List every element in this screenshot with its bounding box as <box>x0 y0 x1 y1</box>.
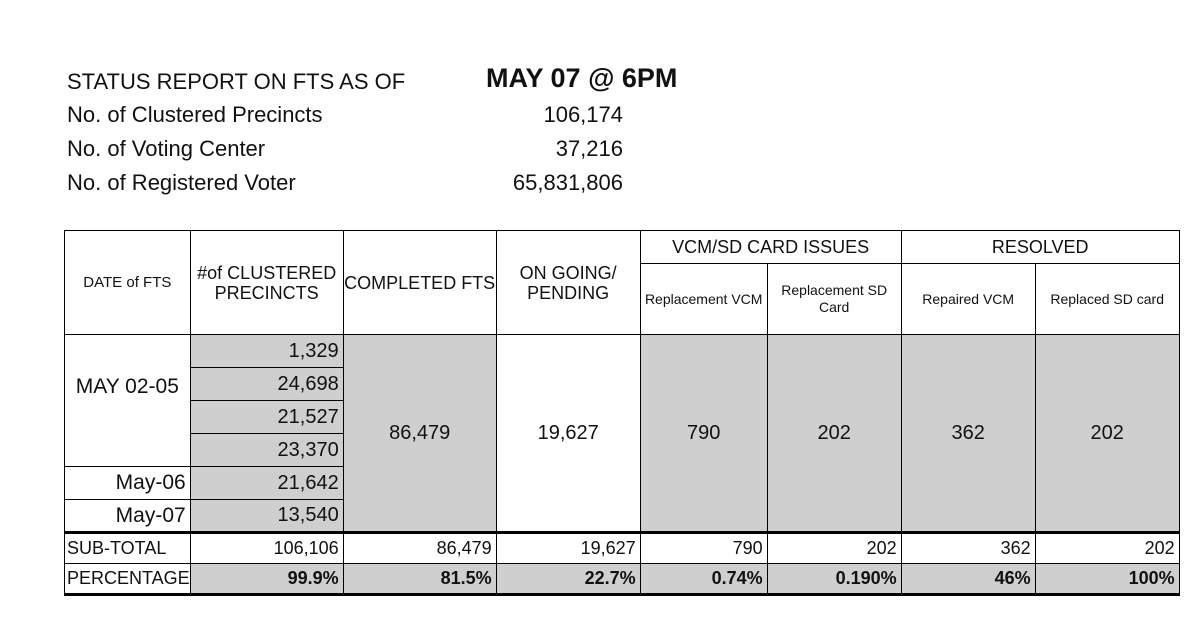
percentage-replaced-sd-card: 100% <box>1034 563 1180 596</box>
precinct-count: 24,698 <box>189 367 344 401</box>
precinct-count: 23,370 <box>189 433 344 467</box>
date-may-07: May-07 <box>64 499 191 533</box>
stat-value-voting-center: 37,216 <box>555 136 623 161</box>
subtotal-replacement-sd-card: 202 <box>766 531 902 564</box>
precinct-count: 1,329 <box>189 334 344 368</box>
date-may-02-05: MAY 02-05 <box>64 334 191 467</box>
fts-status-table: DATE of FTS #of CLUSTERED PRECINCTS COMP… <box>64 230 1180 596</box>
stat-label-voting-center: No. of Voting Center <box>67 136 266 161</box>
header-replacement-vcm: Replacement VCM <box>639 263 768 335</box>
header-replaced-sd-card: Replaced SD card <box>1034 263 1180 335</box>
percentage-repaired-vcm: 46% <box>900 563 1036 596</box>
completed-fts-value: 86,479 <box>342 334 497 533</box>
subtotal-replaced-sd-card: 202 <box>1034 531 1180 564</box>
percentage-completed: 81.5% <box>342 563 497 596</box>
header-clustered-precincts: #of CLUSTERED PRECINCTS <box>189 230 344 335</box>
header-repaired-vcm: Repaired VCM <box>900 263 1036 335</box>
precinct-count: 13,540 <box>189 499 344 533</box>
report-date: MAY 07 @ 6PM <box>486 63 678 93</box>
percentage-replacement-sd-card: 0.190% <box>766 563 902 596</box>
header-resolved: RESOLVED <box>900 230 1180 264</box>
header-completed-fts: COMPLETED FTS <box>342 230 497 335</box>
percentage-label: PERCENTAGE <box>64 563 191 596</box>
report-title: STATUS REPORT ON FTS AS OF <box>67 69 406 94</box>
percentage-replacement-vcm: 0.74% <box>639 563 768 596</box>
subtotal-repaired-vcm: 362 <box>900 531 1036 564</box>
date-may-06: May-06 <box>64 466 191 500</box>
ongoing-pending-value: 19,627 <box>495 334 641 533</box>
subtotal-replacement-vcm: 790 <box>639 531 768 564</box>
stat-value-clustered-precincts: 106,174 <box>543 102 623 127</box>
replaced-sd-card-value: 202 <box>1034 334 1180 533</box>
percentage-clustered: 99.9% <box>189 563 344 596</box>
header-replacement-sd-card: Replacement SD Card <box>766 263 902 335</box>
stat-label-clustered-precincts: No. of Clustered Precincts <box>67 102 323 127</box>
stat-label-registered-voter: No. of Registered Voter <box>67 170 296 195</box>
subtotal-completed: 86,479 <box>342 531 497 564</box>
subtotal-ongoing: 19,627 <box>495 531 641 564</box>
subtotal-clustered: 106,106 <box>189 531 344 564</box>
precinct-count: 21,527 <box>189 400 344 434</box>
repaired-vcm-value: 362 <box>900 334 1036 533</box>
percentage-ongoing: 22.7% <box>495 563 641 596</box>
subtotal-label: SUB-TOTAL <box>64 531 191 564</box>
header-vcm-sd-card-issues: VCM/SD CARD ISSUES <box>639 230 902 264</box>
replacement-vcm-value: 790 <box>639 334 768 533</box>
header-ongoing-pending: ON GOING/ PENDING <box>495 230 641 335</box>
stat-value-registered-voter: 65,831,806 <box>512 170 623 195</box>
precinct-count: 21,642 <box>189 466 344 500</box>
header-date-of-fts: DATE of FTS <box>64 230 191 335</box>
replacement-sd-card-value: 202 <box>766 334 902 533</box>
